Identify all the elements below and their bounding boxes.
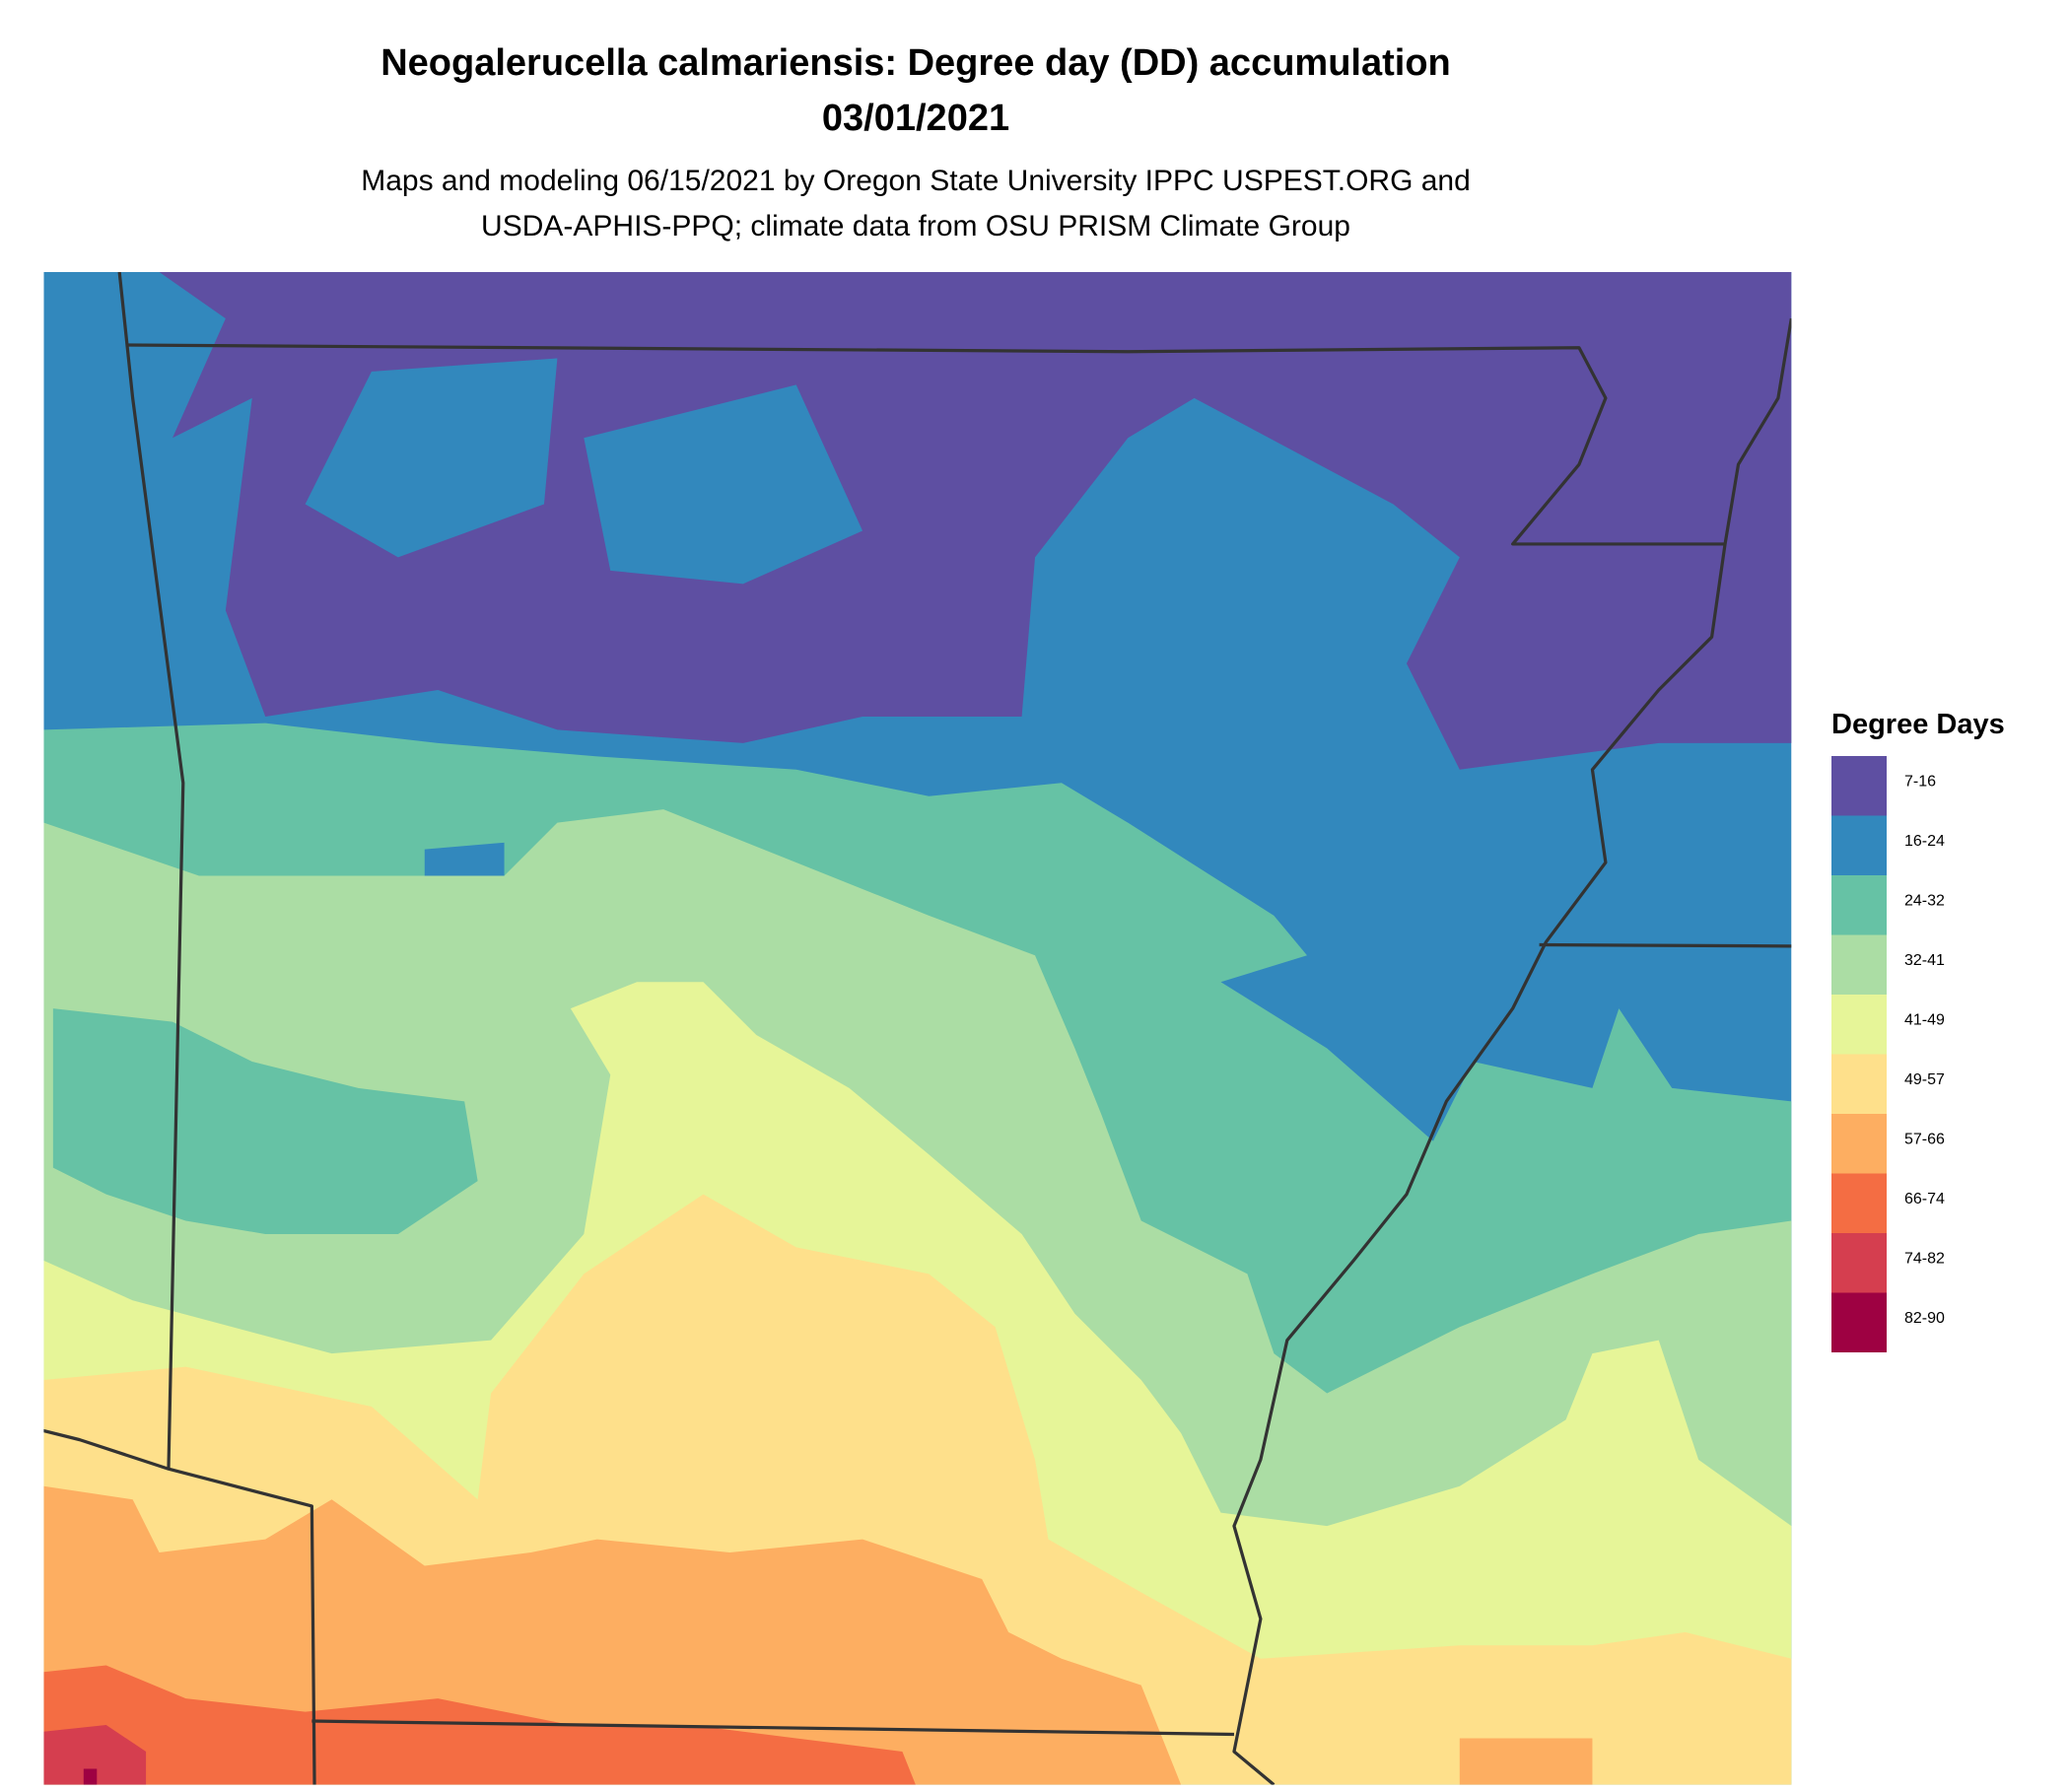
- legend-swatch: [1831, 934, 1887, 995]
- legend-swatch: [1831, 1233, 1887, 1293]
- state-border: [43, 1428, 316, 1785]
- zone: [1459, 1738, 1593, 1785]
- map: [43, 271, 1792, 1785]
- zone: [83, 1768, 98, 1785]
- legend-label: 32-41: [1904, 952, 1945, 969]
- zone: [43, 1725, 147, 1785]
- legend: Degree Days 7-16 16-24 24-32 32-41 41-49 49-5…: [1831, 709, 2005, 1352]
- subtitle: USDA-APHIS-PPQ; climate data from OSU PR…: [481, 210, 1350, 242]
- zone: [424, 842, 505, 876]
- legend-swatch: [1831, 875, 1887, 935]
- legend-label: 24-32: [1904, 892, 1945, 909]
- state-border: [1539, 942, 1792, 948]
- subtitle: Maps and modeling 06/15/2021 by Oregon S…: [361, 165, 1471, 197]
- legend-title: Degree Days: [1831, 709, 2005, 740]
- zone: [305, 358, 558, 558]
- zone: [52, 1008, 478, 1234]
- river-border: [1232, 317, 1792, 1785]
- legend-label: 66-74: [1904, 1191, 1945, 1207]
- state-border: [117, 271, 185, 1470]
- legend-label: 82-90: [1904, 1310, 1945, 1327]
- state-border: [311, 1719, 1234, 1737]
- legend-swatch: [1831, 995, 1887, 1055]
- map-title: Neogalerucella calmariensis: Degree day …: [380, 42, 1451, 84]
- legend-swatch: [1831, 1054, 1887, 1114]
- legend-label: 57-66: [1904, 1131, 1945, 1147]
- legend-swatch: [1831, 756, 1887, 816]
- legend-label: 49-57: [1904, 1071, 1945, 1088]
- zone: [584, 384, 863, 585]
- legend-label: 41-49: [1904, 1011, 1945, 1028]
- legend-swatch: [1831, 1173, 1887, 1233]
- legend-label: 16-24: [1904, 833, 1945, 850]
- state-border: [125, 343, 1726, 546]
- legend-label: 7-16: [1904, 773, 1936, 790]
- map-date: 03/01/2021: [822, 98, 1009, 139]
- legend-label: 74-82: [1904, 1250, 1945, 1267]
- legend-swatch: [1831, 815, 1887, 875]
- legend-swatch: [1831, 1114, 1887, 1174]
- zone: [159, 271, 1792, 770]
- legend-swatch: [1831, 1292, 1887, 1352]
